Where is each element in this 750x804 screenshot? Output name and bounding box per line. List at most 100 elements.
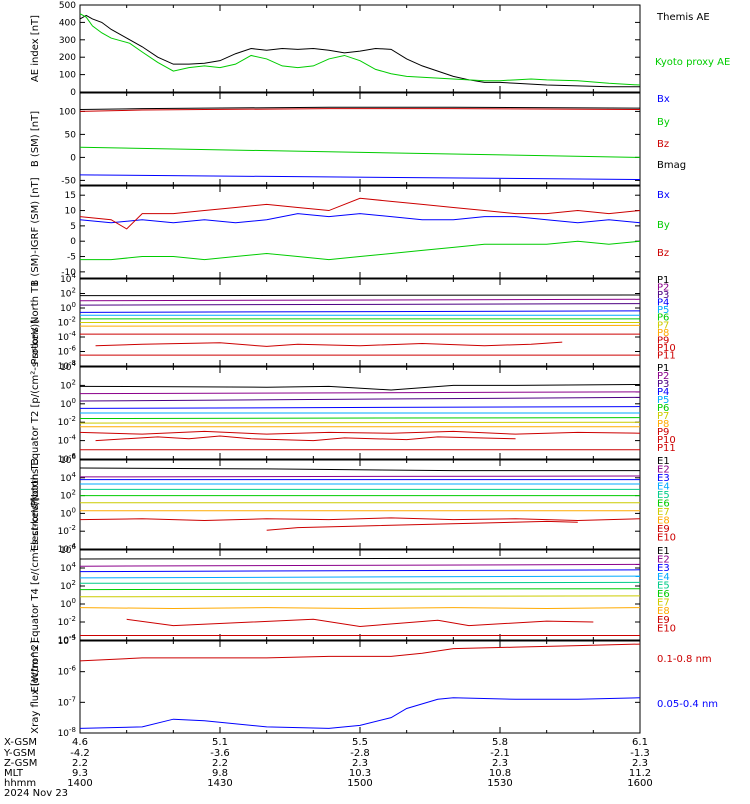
y-tick-label: 400 — [59, 18, 76, 28]
series-line-bz — [79, 108, 641, 112]
legend-entry: P8 — [657, 328, 669, 339]
legend-entry: P5 — [657, 395, 669, 406]
legend-entry: P5 — [657, 305, 669, 316]
series-line-p1 — [79, 294, 641, 297]
legend-entry: E1 — [657, 546, 670, 557]
y-tick-label: 100 — [60, 397, 76, 410]
legend-entry: P11 — [657, 350, 676, 361]
legend-entry: Themis AE — [656, 12, 710, 23]
y-tick-label: 10-2 — [58, 615, 76, 628]
legend-entry: E8 — [657, 516, 670, 527]
legend-entry: P11 — [657, 443, 676, 454]
series-line-themis-ae — [79, 14, 640, 88]
y-tick-label: 10-2 — [58, 415, 76, 428]
ephemeris-value: 10.8 — [489, 768, 511, 779]
series-line-bx — [79, 213, 641, 224]
legend-entry: E4 — [657, 482, 670, 493]
y-tick-label: 102 — [60, 378, 76, 391]
ephemeris-row-label: hhmm — [4, 778, 36, 789]
ephemeris-row-label: X-GSM — [4, 737, 37, 748]
ephemeris-value: 1500 — [347, 778, 372, 789]
ephemeris-value: 10.3 — [349, 768, 371, 779]
series-line-e10 — [266, 520, 578, 531]
ephemeris-value: 1400 — [67, 778, 92, 789]
y-tick-label: 10-4 — [58, 434, 77, 447]
ephemeris-value: -1.3 — [630, 748, 650, 759]
ephemeris-value: 5.5 — [352, 737, 368, 748]
y-tick-label: 200 — [59, 53, 76, 63]
ephemeris-value: 6.1 — [632, 737, 648, 748]
y-tick-label: -10 — [61, 268, 76, 278]
panel-frame-3 — [79, 185, 641, 279]
series-line-e2 — [79, 475, 641, 478]
legend-entry: P10 — [657, 343, 676, 354]
y-tick-label: 10-2 — [58, 524, 76, 537]
ephemeris-value: 2.2 — [212, 758, 228, 769]
legend-entry: P1 — [657, 275, 669, 286]
legend-entry: P6 — [657, 313, 669, 324]
series-line-e9 — [79, 517, 641, 522]
panel-frame-8 — [79, 640, 641, 734]
ephemeris-row-label: MLT — [4, 768, 24, 779]
ephemeris-value: 5.8 — [492, 737, 508, 748]
ephemeris-row-label: 2024 Nov 23 — [4, 788, 68, 799]
y-tick-label: 10-8 — [58, 726, 76, 739]
y-tick-label: 0 — [70, 153, 76, 163]
legend-entry: E2 — [657, 465, 670, 476]
y-tick-label: 106 — [60, 543, 76, 556]
series-line-e4 — [79, 575, 641, 579]
y-axis-label: Electrons North T3 — [30, 458, 41, 551]
y-tick-label: -5 — [67, 253, 76, 263]
y-axis-label: B (SM) [nT] — [30, 111, 41, 167]
legend-entry: E8 — [657, 606, 670, 617]
series-line-p10 — [95, 341, 563, 347]
series-line-p4 — [79, 310, 641, 313]
series-line-p8 — [79, 324, 641, 327]
series-line-p10 — [95, 435, 516, 442]
series-line-by — [80, 240, 641, 261]
series-line-p3 — [79, 303, 641, 306]
legend-entry: Bx — [657, 94, 670, 105]
series-line-p3 — [79, 396, 641, 402]
y-tick-label: 102 — [60, 287, 76, 300]
legend-entry: Bx — [657, 190, 670, 201]
legend-entry: E10 — [657, 623, 676, 634]
y-tick-label: 100 — [60, 597, 76, 610]
legend-entry: P7 — [657, 411, 669, 422]
ephemeris-value: 4.6 — [72, 737, 88, 748]
panel-frame-1 — [79, 4, 641, 93]
y-tick-label: 10-8 — [58, 359, 76, 372]
y-tick-label: 100 — [59, 71, 76, 81]
series-line-p2 — [79, 391, 641, 395]
legend-entry: P3 — [657, 290, 669, 301]
legend-entry: E1 — [657, 456, 670, 467]
ephemeris-value: 1530 — [487, 778, 512, 789]
panel-frame-6 — [79, 459, 641, 550]
ephemeris-row-label: Z-GSM — [4, 758, 37, 769]
y-axis-label: B (SM)-IGRF (SM) [nT] — [30, 177, 41, 286]
legend-entry: P6 — [657, 403, 669, 414]
y-tick-label: 500 — [59, 1, 76, 11]
series-line-e1 — [79, 557, 641, 560]
legend-entry: By — [657, 220, 670, 231]
series-line-e3 — [79, 569, 641, 573]
y-axis-label: Protons Equator T2 [p/(cm²-s-sr-keV)] — [30, 320, 41, 507]
y-tick-label: 102 — [60, 489, 76, 502]
ephemeris-value: 2.2 — [72, 758, 88, 769]
y-tick-label: 104 — [60, 471, 76, 484]
series-line-p7 — [79, 421, 641, 424]
series-line-bx — [79, 174, 641, 180]
y-tick-label: 50 — [65, 130, 77, 140]
y-tick-label: 10-4 — [58, 633, 77, 646]
legend-entry: P1 — [657, 363, 669, 374]
legend-entry: E3 — [657, 563, 670, 574]
series-line-p9 — [79, 430, 641, 435]
y-tick-label: 10-7 — [58, 695, 76, 708]
y-tick-label: 0 — [70, 237, 76, 247]
series-line-p4 — [79, 406, 641, 409]
legend-entry: E5 — [657, 580, 670, 591]
legend-entry: E6 — [657, 589, 670, 600]
series-line-kyoto-proxy-ae — [79, 13, 641, 86]
